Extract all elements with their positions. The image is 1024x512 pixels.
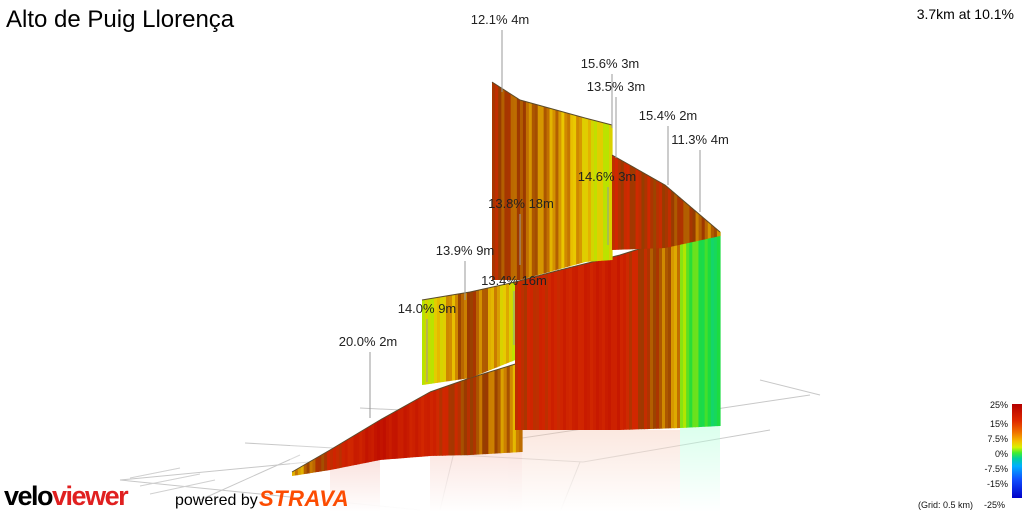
annotation-label: 15.6% 3m xyxy=(581,56,640,71)
gradient-annotation: 14.6% 3m xyxy=(578,169,637,245)
gradient-annotation: 13.4% 16m xyxy=(481,273,547,345)
gradient-annotation: 14.0% 9m xyxy=(398,301,457,382)
grid-scale-note: (Grid: 0.5 km) xyxy=(918,500,974,510)
powered-by-text: powered by xyxy=(175,492,258,509)
annotation-label: 14.6% 3m xyxy=(578,169,637,184)
ribbon-segment-3 xyxy=(429,377,471,456)
annotation-label: 13.9% 9m xyxy=(436,243,495,258)
gradient-annotations: 12.1% 4m 15.6% 3m 13.5% 3m 15.4% 2m 11.3% 4m… xyxy=(339,12,729,418)
gradient-annotation: 15.4% 2m xyxy=(639,108,698,185)
annotation-label: 13.4% 16m xyxy=(481,273,547,288)
annotation-label: 14.0% 9m xyxy=(398,301,457,316)
ribbon-segment-4 xyxy=(469,361,523,455)
annotation-label: 13.8% 18m xyxy=(488,196,554,211)
gradient-annotation: 20.0% 2m xyxy=(339,334,398,418)
legend-color-bar xyxy=(1012,404,1022,498)
logo-velo: velo xyxy=(4,481,54,511)
logo-viewer: viewer xyxy=(52,481,129,511)
grid-line xyxy=(199,454,301,501)
gradient-annotation: 13.9% 9m xyxy=(436,243,495,300)
legend-tick: 15% xyxy=(989,419,1008,429)
legend-tick: -15% xyxy=(986,479,1008,489)
ribbon-segment-0 xyxy=(291,449,331,476)
ribbon-segment-14 xyxy=(611,154,666,250)
ribbon-segment-7 xyxy=(514,269,561,430)
legend-tick: 7.5% xyxy=(987,434,1008,444)
gradient-annotation: 13.5% 3m xyxy=(587,79,646,158)
ribbon-segment-11 xyxy=(491,81,521,280)
legend-tick: -25% xyxy=(984,500,1006,510)
segment-title: Alto de Puig Llorença xyxy=(6,6,235,33)
ribbon-segment-2 xyxy=(379,391,431,460)
ribbon-segment-5 xyxy=(421,291,471,385)
gradient-annotation: 13.8% 18m xyxy=(488,196,554,265)
grid-line xyxy=(759,379,821,396)
veloviewer-logo[interactable]: veloviewer xyxy=(4,481,129,511)
grade-color-legend: 25% 15% 7.5% 0% -7.5% -15% xyxy=(940,398,1024,512)
legend-tick: -7.5% xyxy=(984,464,1008,474)
ribbon-segment-8 xyxy=(559,254,621,430)
ribbon-segment-9 xyxy=(619,235,681,430)
gradient-annotation: 11.3% 4m xyxy=(671,132,729,212)
gradient-annotation: 12.1% 4m xyxy=(471,12,530,92)
ribbon-segment-13 xyxy=(584,117,613,262)
gradient-annotation: 15.6% 3m xyxy=(581,56,640,128)
strava-logo[interactable]: STRAVA xyxy=(259,486,350,511)
annotation-label: 13.5% 3m xyxy=(587,79,646,94)
ribbon-segment-6 xyxy=(469,281,516,378)
legend-tick: 25% xyxy=(989,400,1008,410)
ribbon-segment-1 xyxy=(329,419,381,470)
elevation-ribbon xyxy=(291,81,721,476)
grid-line xyxy=(129,467,216,495)
annotation-label: 20.0% 2m xyxy=(339,334,398,349)
ribbon-segment-15 xyxy=(664,184,721,248)
ribbon-segment-12 xyxy=(519,99,586,280)
segment-summary: 3.7km at 10.1% xyxy=(916,6,1014,22)
legend-tick: 0% xyxy=(994,449,1008,459)
annotation-label: 12.1% 4m xyxy=(471,12,530,27)
ribbon-segment-10 xyxy=(679,231,721,428)
annotation-label: 15.4% 2m xyxy=(639,108,698,123)
annotation-label: 11.3% 4m xyxy=(671,132,729,147)
